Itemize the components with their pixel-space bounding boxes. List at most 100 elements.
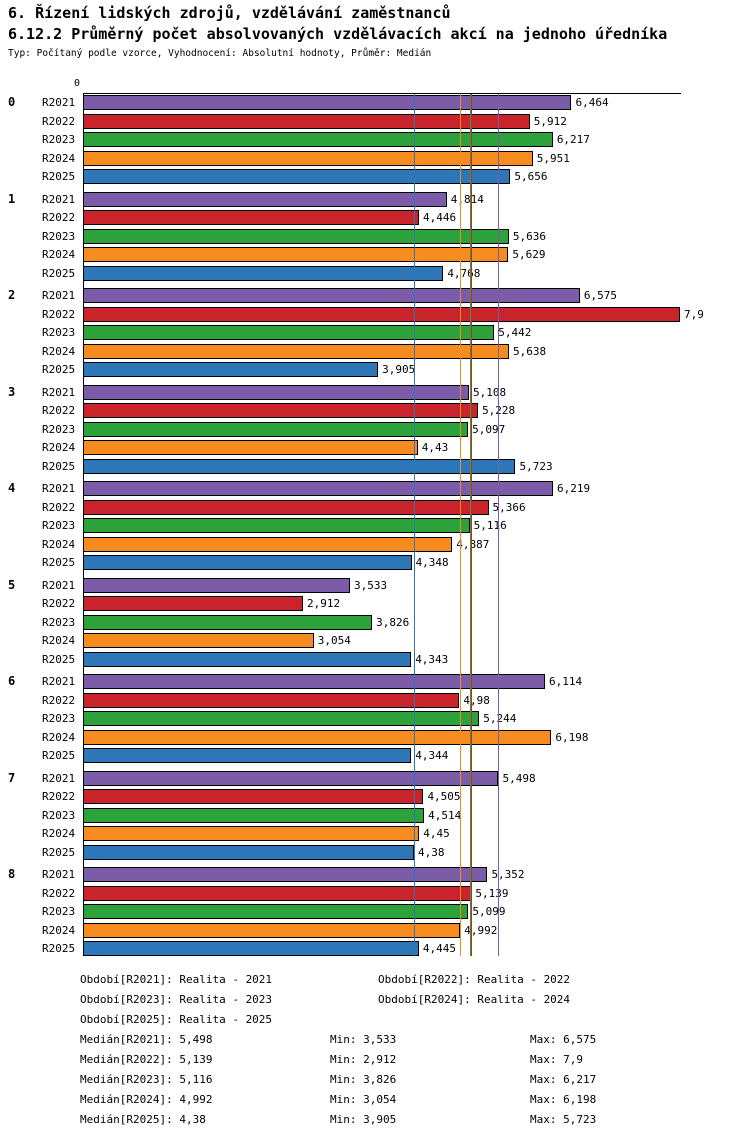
legend-min: Min: 3,826 [330,1073,397,1086]
series-label: R2021 [42,289,76,302]
bar-value-label: 5,244 [483,712,517,725]
bar-r2022 [83,789,424,804]
bar-value-label: 4,43 [421,441,449,454]
bar-r2025 [83,555,412,570]
series-label: R2022 [42,307,76,321]
bar-value-label: 5,636 [512,229,547,243]
group-label: 5 [8,577,16,592]
bar-value-label: 5,629 [512,248,546,261]
bar-r2025 [83,169,511,184]
bar-r2021 [83,384,469,400]
bar-value-label: 4,814 [450,192,484,206]
group-label: 2 [8,288,16,302]
bar-value-label: 6,114 [549,675,583,688]
bar-value-label: 5,638 [513,344,547,358]
series-label: R2024 [42,344,76,358]
bar-value-label: 3,826 [376,615,410,629]
bar-value-label: 4,992 [464,923,498,937]
median-line-r2021 [498,94,500,956]
group-label: 4 [8,481,16,495]
bar-value-label: 3,905 [382,363,416,376]
legend-median: Medián[R2024]: 4,992 [80,1093,213,1106]
legend-median: Medián[R2025]: 4,38 [80,1113,206,1126]
group-label: 8 [8,867,16,881]
bar-value-label: 4,344 [415,749,449,762]
series-label: R2023 [42,133,76,146]
axis-zero-label: 0 [73,78,80,89]
series-label: R2025 [42,845,76,859]
bar-value-label: 4,98 [463,693,490,707]
bar-value-label: 6,217 [556,133,590,146]
bar-r2021 [83,481,553,496]
series-label: R2021 [42,675,76,688]
bar-value-label: 5,097 [472,422,506,436]
legend-period: Období[R2022]: Realita - 2022 [378,973,571,986]
bar-r2022 [83,596,304,611]
series-label: R2024 [42,151,76,165]
bar-r2021 [83,770,499,786]
legend-max: Max: 6,198 [530,1093,597,1106]
bar-value-label: 5,723 [519,459,553,473]
series-label: R2021 [42,868,76,881]
series-label: R2025 [42,652,76,666]
bar-r2024 [83,826,420,841]
legend-period: Období[R2023]: Realita - 2023 [80,993,273,1006]
series-label: R2022 [42,886,76,900]
group-label: 1 [8,191,16,206]
bar-value-label: 5,352 [491,868,525,881]
legend-period: Období[R2025]: Realita - 2025 [80,1013,273,1026]
bar-value-label: 4,514 [428,808,462,822]
axis-baseline [83,93,681,94]
bar-value-label: 5,656 [514,170,548,183]
bar-r2021 [83,288,580,303]
bar-value-label: 6,575 [583,289,617,302]
bar-value-label: 4,445 [422,942,457,955]
series-label: R2021 [42,385,76,399]
bar-r2023 [83,614,373,630]
bar-r2022 [83,885,472,901]
series-label: R2021 [42,192,76,206]
bar-r2022 [83,692,460,708]
bar-value-label: 4,348 [415,556,449,569]
bar-value-label: 5,442 [498,326,532,339]
bar-r2023 [83,325,495,340]
bar-r2024 [83,150,533,166]
bar-r2025 [83,844,414,860]
bar-r2024 [83,633,314,648]
bar-value-label: 4,768 [447,266,481,280]
series-label: R2024 [42,923,76,937]
legend-period: Období[R2024]: Realita - 2024 [378,993,571,1006]
bar-value-label: 5,951 [536,151,570,165]
bar-r2021 [83,674,546,689]
report-subtitle: 6.12.2 Průměrný počet absolvovaných vzdě… [8,25,668,43]
bar-r2024 [83,247,509,262]
bar-r2025 [83,651,412,667]
series-label: R2023 [42,422,76,436]
bar-r2023 [83,807,425,823]
bar-value-label: 5,116 [473,519,507,532]
series-label: R2023 [42,808,76,822]
series-label: R2021 [42,771,76,785]
bar-r2023 [83,711,480,726]
bar-r2021 [83,867,488,882]
report-title: 6. Řízení lidských zdrojů, vzdělávání za… [8,4,451,22]
legend-min: Min: 2,912 [330,1053,397,1066]
bar-r2022 [83,113,530,129]
bar-value-label: 5,139 [475,886,509,900]
bar-value-label: 3,533 [353,578,388,592]
bar-value-label: 3,054 [317,634,351,647]
bar-r2023 [83,132,553,147]
bar-value-label: 4,45 [423,827,450,840]
legend-period: Období[R2021]: Realita - 2021 [80,973,273,986]
series-label: R2022 [42,597,76,610]
series-label: R2023 [42,905,76,918]
bar-r2024 [83,729,552,745]
legend-median: Medián[R2023]: 5,116 [80,1073,213,1086]
group-label: 3 [8,384,16,399]
bar-r2024 [83,440,418,455]
series-label: R2024 [42,441,76,454]
bar-r2025 [83,941,419,956]
series-label: R2023 [42,519,76,532]
series-label: R2021 [42,578,76,592]
